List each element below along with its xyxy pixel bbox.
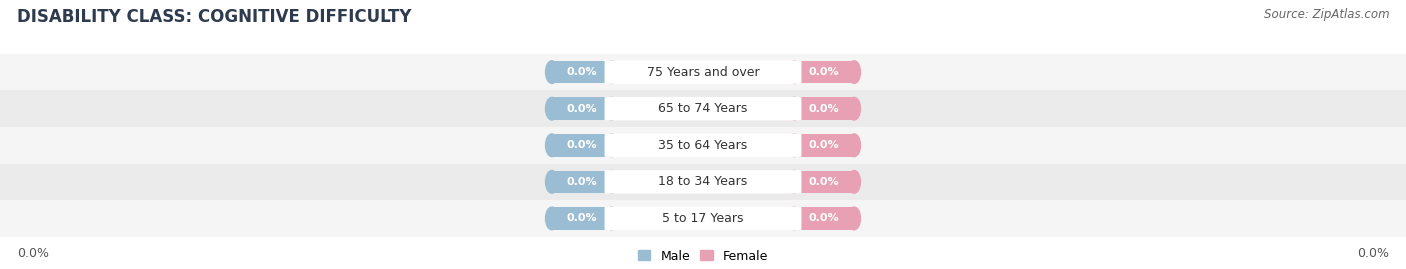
- Text: 65 to 74 Years: 65 to 74 Years: [658, 102, 748, 115]
- Text: DISABILITY CLASS: COGNITIVE DIFFICULTY: DISABILITY CLASS: COGNITIVE DIFFICULTY: [17, 8, 412, 26]
- Text: 0.0%: 0.0%: [808, 140, 839, 150]
- Text: 0.0%: 0.0%: [1357, 247, 1389, 260]
- Ellipse shape: [606, 134, 619, 157]
- Text: 35 to 64 Years: 35 to 64 Years: [658, 139, 748, 152]
- Legend: Male, Female: Male, Female: [638, 250, 768, 263]
- Ellipse shape: [546, 171, 558, 193]
- Bar: [794, 171, 855, 193]
- Text: 0.0%: 0.0%: [808, 177, 839, 187]
- Text: Source: ZipAtlas.com: Source: ZipAtlas.com: [1264, 8, 1389, 21]
- Text: 0.0%: 0.0%: [808, 213, 839, 224]
- Ellipse shape: [787, 207, 801, 230]
- Bar: [794, 61, 855, 83]
- Text: 0.0%: 0.0%: [567, 67, 598, 77]
- Bar: [551, 61, 612, 83]
- FancyBboxPatch shape: [605, 97, 801, 121]
- FancyBboxPatch shape: [605, 207, 801, 230]
- Ellipse shape: [787, 134, 801, 157]
- Ellipse shape: [546, 97, 558, 120]
- Ellipse shape: [606, 97, 619, 120]
- Bar: [0, 200, 1406, 237]
- Text: 0.0%: 0.0%: [17, 247, 49, 260]
- Bar: [794, 134, 855, 157]
- Bar: [794, 97, 855, 120]
- Ellipse shape: [606, 61, 619, 83]
- Bar: [551, 171, 612, 193]
- Text: 75 Years and over: 75 Years and over: [647, 66, 759, 79]
- Bar: [551, 207, 612, 230]
- Text: 0.0%: 0.0%: [567, 104, 598, 114]
- Text: 5 to 17 Years: 5 to 17 Years: [662, 212, 744, 225]
- Text: 0.0%: 0.0%: [567, 177, 598, 187]
- Text: 0.0%: 0.0%: [808, 104, 839, 114]
- Ellipse shape: [546, 61, 558, 83]
- Text: 18 to 34 Years: 18 to 34 Years: [658, 175, 748, 188]
- Ellipse shape: [848, 134, 860, 157]
- Ellipse shape: [606, 207, 619, 230]
- Ellipse shape: [787, 171, 801, 193]
- Ellipse shape: [848, 97, 860, 120]
- Bar: [551, 134, 612, 157]
- Text: 0.0%: 0.0%: [567, 140, 598, 150]
- Bar: [0, 54, 1406, 90]
- Ellipse shape: [787, 61, 801, 83]
- FancyBboxPatch shape: [605, 170, 801, 194]
- FancyBboxPatch shape: [605, 133, 801, 157]
- Ellipse shape: [606, 171, 619, 193]
- Ellipse shape: [546, 207, 558, 230]
- Ellipse shape: [787, 97, 801, 120]
- Bar: [0, 164, 1406, 200]
- Bar: [794, 207, 855, 230]
- Bar: [0, 90, 1406, 127]
- Ellipse shape: [848, 207, 860, 230]
- Ellipse shape: [546, 134, 558, 157]
- Text: 0.0%: 0.0%: [808, 67, 839, 77]
- FancyBboxPatch shape: [605, 60, 801, 84]
- Ellipse shape: [848, 61, 860, 83]
- Ellipse shape: [848, 171, 860, 193]
- Bar: [0, 127, 1406, 164]
- Bar: [551, 97, 612, 120]
- Text: 0.0%: 0.0%: [567, 213, 598, 224]
